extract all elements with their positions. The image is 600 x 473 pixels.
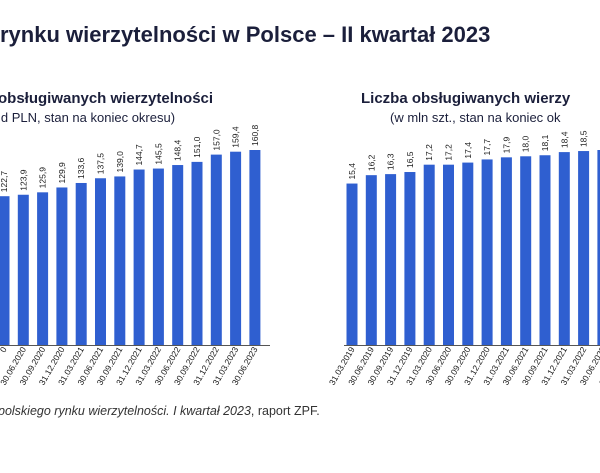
- bar: [500, 157, 512, 345]
- bar: [75, 182, 87, 345]
- bar: [385, 174, 397, 345]
- bar-value-label: 16,2: [366, 154, 376, 171]
- bar: [558, 152, 570, 345]
- bar-value-label: 160,8: [250, 124, 260, 146]
- bar: [597, 150, 600, 345]
- bar-value-label: 148,4: [173, 139, 183, 161]
- bar: [578, 151, 590, 345]
- bar: [172, 165, 184, 345]
- bar-value-label: 139,0: [115, 151, 125, 173]
- bar: [37, 192, 49, 345]
- source-note: polskiego rynku wierzytelności. I kwarta…: [0, 404, 320, 418]
- bar: [481, 159, 493, 345]
- bar-value-label: 18,0: [521, 135, 531, 152]
- bar-value-label: 17,2: [444, 144, 454, 161]
- bar-value-label: 16,5: [405, 151, 415, 168]
- bar: [114, 176, 126, 345]
- bar: [56, 187, 68, 345]
- bar-value-label: 145,5: [153, 143, 163, 165]
- bar-value-label: 125,9: [38, 167, 48, 189]
- bar-value-label: 18,4: [559, 131, 569, 148]
- bar-value-label: 137,5: [96, 153, 106, 175]
- bar-value-label: 17,7: [482, 139, 492, 156]
- bar: [404, 172, 416, 345]
- bar-value-label: 144,7: [134, 144, 144, 166]
- bar-value-label: 122,7: [0, 171, 9, 193]
- bar: [539, 155, 551, 345]
- bar: [210, 154, 222, 345]
- bar: [423, 164, 435, 345]
- bar-value-label: 159,4: [231, 126, 241, 148]
- bar-value-label: 17,2: [424, 144, 434, 161]
- bar: [346, 183, 358, 345]
- bar: [520, 156, 532, 345]
- bar: [17, 194, 29, 345]
- bar-value-label: 151,0: [192, 136, 202, 158]
- bar-value-label: 133,6: [76, 157, 86, 179]
- right-chart-subtitle: (w mln szt., stan na koniec ok: [390, 110, 561, 125]
- bar: [191, 161, 203, 345]
- bar: [152, 168, 164, 345]
- bar-value-label: 17,4: [463, 142, 473, 159]
- right-chart-title: Liczba obsługiwanych wierzy: [361, 90, 571, 107]
- bar-value-label: 18,1: [540, 134, 550, 151]
- bar: [249, 150, 261, 345]
- bar-value-label: 17,9: [501, 137, 511, 154]
- bar: [365, 175, 377, 345]
- bar-value-label: 16,3: [386, 153, 396, 170]
- bar-value-label: 129,9: [57, 162, 67, 184]
- bar-value-label: 123,9: [18, 169, 28, 191]
- left-chart-subtitle: ld PLN, stan na koniec okresu): [0, 110, 176, 125]
- bar: [95, 178, 106, 345]
- source-note-suffix: , raport ZPF.: [250, 404, 320, 418]
- source-note-italic: polskiego rynku wierzytelności. I kwarta…: [0, 404, 251, 418]
- bar: [0, 196, 10, 345]
- bar-value-label: 18,5: [579, 130, 589, 147]
- right-bar-chart: 15,431.03.201916,230.06.201916,330.09.20…: [327, 130, 600, 387]
- x-tick-label: 0: [0, 345, 9, 354]
- bar: [133, 169, 145, 345]
- bar: [462, 162, 474, 345]
- page-title: rynku wierzytelności w Polsce – II kwart…: [0, 22, 491, 47]
- left-chart-title: obsługiwanych wierzytelności: [0, 90, 214, 107]
- bar-value-label: 157,0: [211, 129, 221, 151]
- bar: [443, 164, 454, 345]
- bar-value-label: 15,4: [347, 163, 357, 180]
- left-bar-chart: 122,70123,930.06.2020125,930.09.2020129,…: [0, 124, 270, 387]
- bar: [230, 151, 242, 345]
